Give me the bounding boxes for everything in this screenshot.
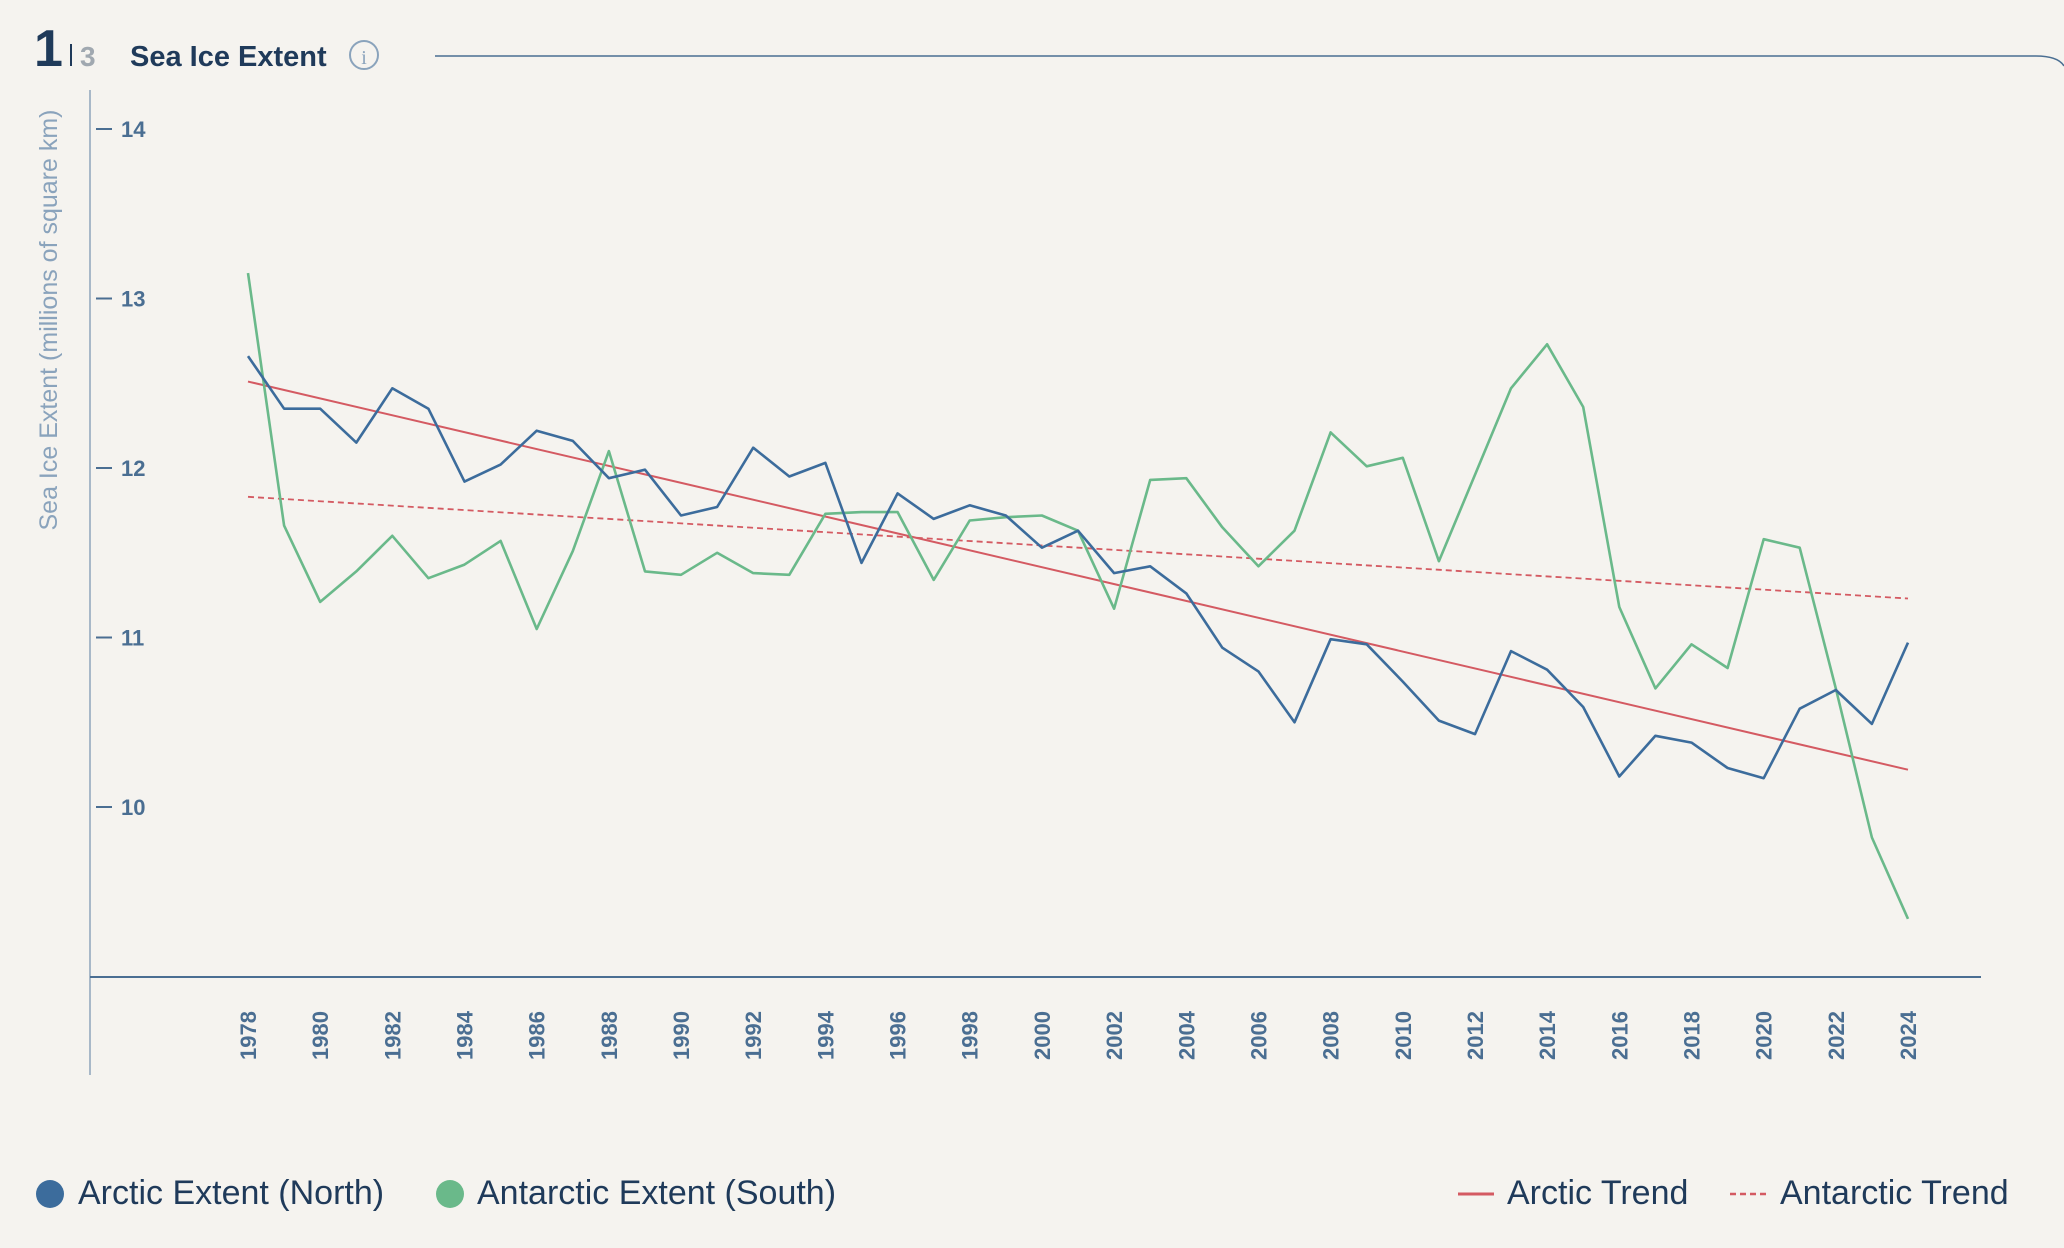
legend: Arctic Extent (North) Antarctic Extent (… xyxy=(36,1174,2009,1212)
page-current: 1 xyxy=(34,20,63,78)
x-tick-label: 2018 xyxy=(1679,1011,1704,1060)
x-tick-label: 2016 xyxy=(1607,1011,1632,1060)
y-tick-label: 13 xyxy=(121,287,145,312)
x-tick-label: 1980 xyxy=(308,1011,333,1060)
antarctic-legend-marker xyxy=(436,1180,464,1208)
trend-lines xyxy=(247,380,1909,771)
x-tick-label: 2022 xyxy=(1824,1011,1849,1060)
series-lines xyxy=(246,272,1910,920)
x-tick-label: 2000 xyxy=(1030,1011,1055,1060)
y-tick-label: 14 xyxy=(121,117,146,142)
y-tick-label: 12 xyxy=(121,456,145,481)
x-tick-label: 1978 xyxy=(236,1011,261,1060)
y-axis-label: Sea Ice Extent (millions of square km) xyxy=(35,110,63,531)
legend-item-antarctic[interactable]: Antarctic Extent (South) xyxy=(436,1174,836,1212)
x-tick-label: 1998 xyxy=(958,1011,983,1060)
page-total[interactable]: 3 xyxy=(80,41,96,72)
x-tick-label: 1984 xyxy=(453,1010,478,1060)
x-tick-label: 1994 xyxy=(813,1010,838,1060)
header-rule xyxy=(435,55,2064,67)
x-tick-label: 2012 xyxy=(1463,1011,1488,1060)
chart-title: Sea Ice Extent xyxy=(130,41,327,73)
y-ticks: 10 11 12 13 14 xyxy=(96,117,146,820)
arctic-legend-marker xyxy=(36,1180,64,1208)
svg-text:i: i xyxy=(361,47,367,69)
antarctic-series-line xyxy=(246,272,1910,920)
arctic-legend-label: Arctic Extent (North) xyxy=(78,1174,384,1212)
legend-item-arctic[interactable]: Arctic Extent (North) xyxy=(36,1174,384,1212)
arctic-trend-legend-label: Arctic Trend xyxy=(1507,1174,1688,1212)
arctic-series-line xyxy=(246,355,1910,780)
legend-item-arctic-trend[interactable]: Arctic Trend xyxy=(1458,1174,1688,1212)
chart-header: 1 3 Sea Ice Extent i xyxy=(34,20,2064,78)
x-tick-label: 1986 xyxy=(525,1011,550,1060)
x-tick-label: 1992 xyxy=(741,1011,766,1060)
x-tick-label: 2006 xyxy=(1246,1011,1271,1060)
antarctic-legend-label: Antarctic Extent (South) xyxy=(477,1174,836,1212)
y-tick-label: 11 xyxy=(121,626,144,651)
x-tick-label: 1982 xyxy=(380,1011,405,1060)
legend-item-antarctic-trend[interactable]: Antarctic Trend xyxy=(1730,1174,2009,1212)
info-icon[interactable]: i xyxy=(349,40,379,70)
x-tick-label: 2004 xyxy=(1174,1010,1199,1060)
x-tick-label: 2010 xyxy=(1391,1011,1416,1060)
antarctic-trend-legend-label: Antarctic Trend xyxy=(1780,1174,2009,1212)
arctic-trend-line xyxy=(247,380,1909,771)
x-tick-label: 1988 xyxy=(597,1011,622,1060)
x-ticks: 1978 1980 1982 1984 1986 1988 1990 1992 1994 1996… xyxy=(236,1010,1921,1060)
x-tick-label: 2020 xyxy=(1752,1011,1777,1060)
axes: Sea Ice Extent (millions of square km) 1… xyxy=(35,90,1981,1075)
x-tick-label: 2008 xyxy=(1319,1011,1344,1060)
antarctic-trend-line xyxy=(247,495,1909,600)
x-tick-label: 2024 xyxy=(1896,1010,1921,1060)
x-tick-label: 2014 xyxy=(1535,1010,1560,1060)
y-tick-label: 10 xyxy=(121,795,145,820)
x-tick-label: 2002 xyxy=(1102,1011,1127,1060)
x-tick-label: 1996 xyxy=(886,1011,911,1060)
x-tick-label: 1990 xyxy=(669,1011,694,1060)
